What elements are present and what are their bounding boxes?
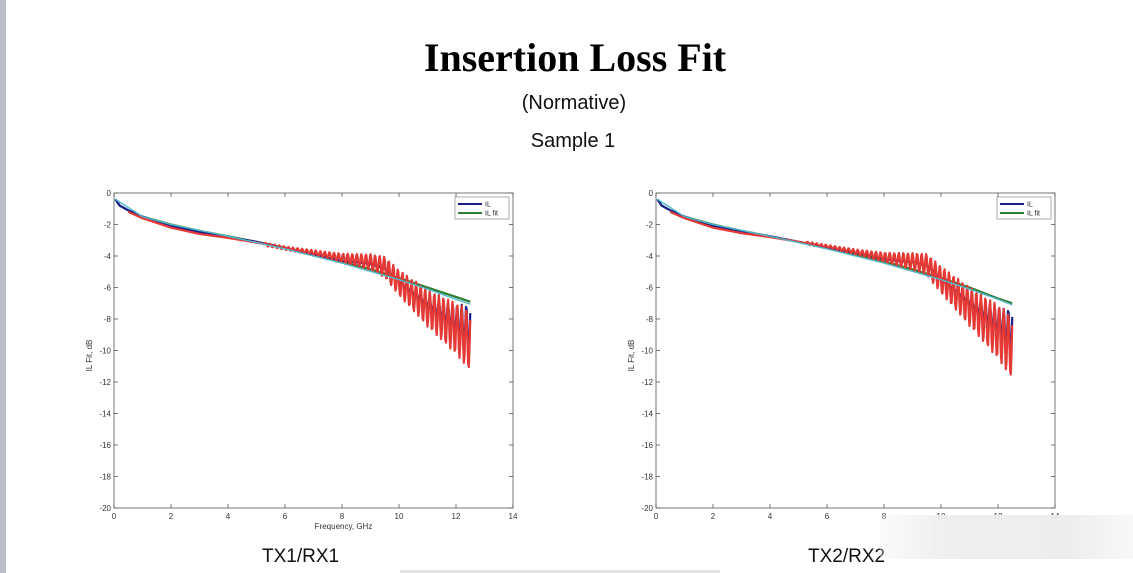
page-title: Insertion Loss Fit [423, 35, 727, 80]
y-tick-label: -18 [641, 473, 653, 482]
y-tick-label: -2 [104, 221, 112, 230]
legend-entry: IL fit [485, 211, 498, 218]
bottom-divider [400, 570, 720, 573]
y-tick-label: -6 [104, 284, 112, 293]
x-tick-label: 6 [283, 512, 288, 521]
x-tick-label: 0 [112, 512, 117, 521]
chart-tx2-rx2: 0-2-4-6-8-10-12-14-16-18-2002468101214IL… [627, 189, 1060, 521]
legend-entry: IL [1027, 202, 1033, 209]
series-line-2 [669, 210, 1014, 376]
series-line-3 [657, 198, 1013, 306]
x-tick-label: 2 [169, 512, 174, 521]
x-axis-label: Frequency, GHz [315, 522, 373, 531]
y-tick-label: -14 [641, 410, 653, 419]
plot-area [655, 192, 1056, 509]
sample-label: Sample 1 [530, 130, 616, 152]
page-subtitle: (Normative) [521, 92, 627, 114]
y-tick-label: -18 [99, 473, 111, 482]
y-tick-label: -6 [646, 284, 654, 293]
y-tick-label: -10 [641, 347, 653, 356]
y-tick-label: -10 [99, 347, 111, 356]
x-tick-label: 6 [825, 512, 830, 521]
y-tick-label: -2 [646, 221, 654, 230]
y-axis-label: IL Fit, dB [627, 340, 636, 372]
watermark-overlay [880, 515, 1133, 559]
x-tick-label: 2 [711, 512, 716, 521]
x-tick-label: 8 [340, 512, 345, 521]
y-tick-label: -20 [99, 504, 111, 513]
legend-box [996, 196, 1052, 220]
plot-area [113, 192, 514, 509]
chart-caption-tx2-rx2: TX2/RX2 [808, 546, 886, 567]
y-tick-label: -12 [99, 378, 111, 387]
y-tick-label: -8 [646, 315, 654, 324]
x-tick-label: 0 [654, 512, 659, 521]
x-tick-label: 4 [768, 512, 773, 521]
y-tick-label: -16 [641, 441, 653, 450]
chart-caption-tx1-rx1: TX1/RX1 [262, 546, 340, 567]
x-tick-label: 10 [395, 512, 404, 521]
y-tick-label: -14 [99, 410, 111, 419]
y-tick-label: -16 [99, 441, 111, 450]
x-tick-label: 12 [452, 512, 461, 521]
y-tick-label: -20 [641, 504, 653, 513]
y-tick-label: 0 [649, 189, 654, 198]
y-tick-label: -4 [104, 252, 112, 261]
x-tick-label: 4 [226, 512, 231, 521]
x-tick-label: 14 [509, 512, 518, 521]
left-edge-bar [0, 0, 6, 573]
y-axis-label: IL Fit, dB [85, 340, 94, 372]
legend-box [454, 196, 510, 220]
legend-entry: IL fit [1027, 211, 1040, 218]
y-tick-label: -4 [646, 252, 654, 261]
series-line-3 [115, 198, 471, 305]
chart-tx1-rx1: 0-2-4-6-8-10-12-14-16-18-200 2 4 6 8 10 12 14Fr… [85, 189, 518, 531]
y-tick-label: -12 [641, 378, 653, 387]
y-tick-label: -8 [104, 315, 112, 324]
legend-entry: IL [485, 202, 491, 209]
y-tick-label: 0 [107, 189, 112, 198]
